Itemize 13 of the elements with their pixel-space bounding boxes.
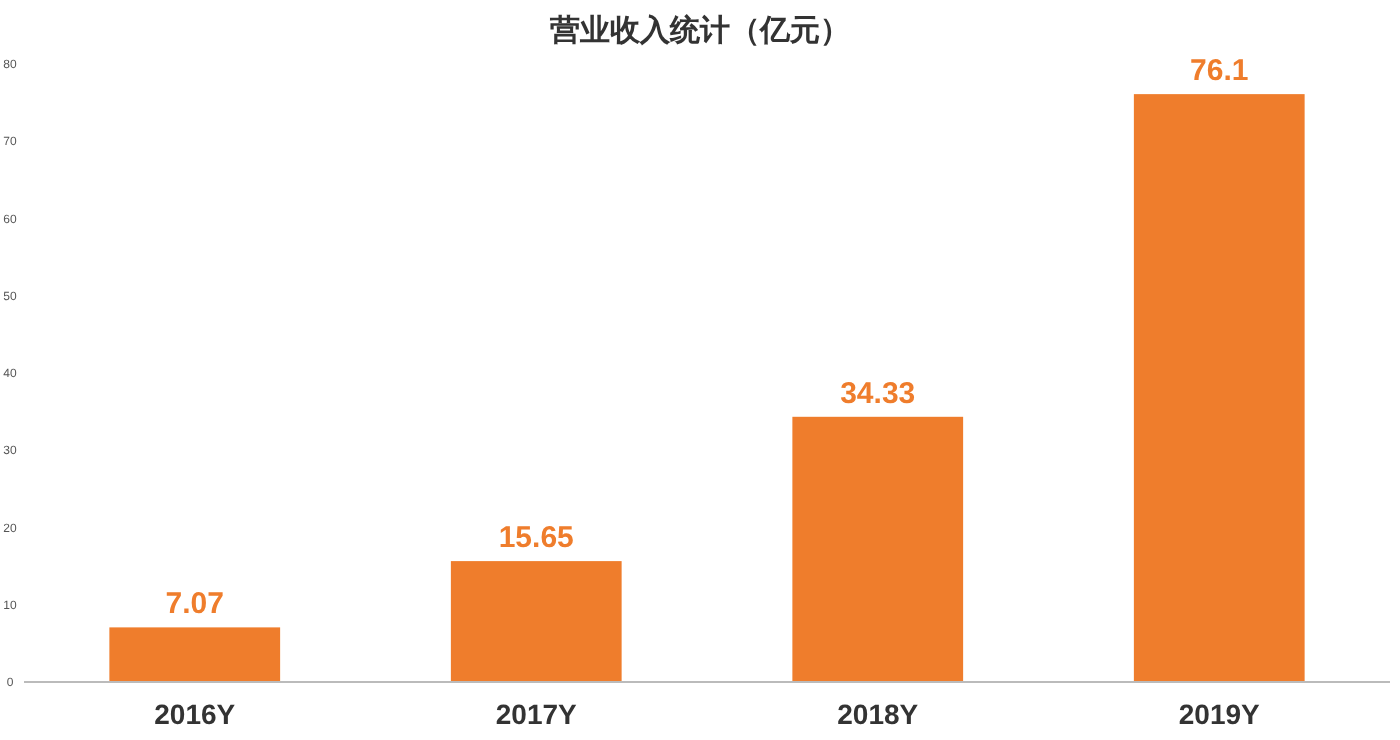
data-label: 76.1 xyxy=(1190,54,1249,89)
chart-title: 营业收入统计（亿元） xyxy=(548,14,850,48)
bar xyxy=(792,416,964,682)
x-tick-label: 2017Y xyxy=(495,698,579,730)
bar xyxy=(1133,94,1305,682)
data-label: 34.33 xyxy=(840,376,916,411)
x-tick-label: 2019Y xyxy=(1178,698,1262,730)
x-tick-label: 2016Y xyxy=(154,698,237,730)
bar xyxy=(109,627,281,682)
x-tick-label: 2018Y xyxy=(837,698,920,730)
bar xyxy=(450,561,622,682)
data-label: 15.65 xyxy=(498,521,574,556)
data-label: 7.07 xyxy=(165,587,224,622)
